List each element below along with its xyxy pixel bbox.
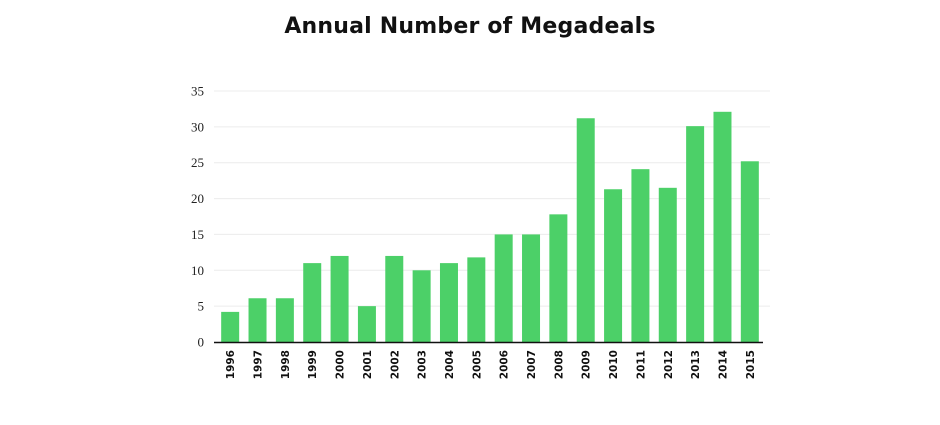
x-tick-label: 2001 xyxy=(362,350,374,379)
bar xyxy=(549,214,568,342)
y-tick-label: 35 xyxy=(191,84,204,99)
bar xyxy=(467,257,486,342)
bar xyxy=(275,298,294,342)
bar xyxy=(303,263,322,342)
bar xyxy=(686,126,705,342)
x-tick-label: 2003 xyxy=(417,350,429,379)
x-tick-label: 2011 xyxy=(635,350,647,379)
x-tick-label: 2004 xyxy=(444,350,456,379)
bar xyxy=(439,263,458,342)
bar xyxy=(221,311,240,342)
y-tick-label: 15 xyxy=(191,227,204,242)
x-tick-label: 2007 xyxy=(526,350,538,379)
x-tick-label: 2012 xyxy=(663,350,675,379)
y-tick-label: 25 xyxy=(191,155,204,170)
bar xyxy=(631,169,650,342)
x-tick-label: 2002 xyxy=(389,350,401,379)
y-tick-label: 10 xyxy=(191,263,204,278)
x-tick-label: 2010 xyxy=(608,350,620,379)
bar xyxy=(494,234,513,342)
x-tick-label: 2005 xyxy=(471,350,483,379)
y-tick-label: 20 xyxy=(191,191,204,206)
chart-title: Annual Number of Megadeals xyxy=(284,14,656,39)
bar xyxy=(713,111,732,342)
y-tick-label: 5 xyxy=(198,299,205,314)
bar xyxy=(522,234,541,342)
x-tick-label: 2015 xyxy=(745,350,757,379)
bar xyxy=(248,298,267,342)
bar xyxy=(658,187,677,342)
x-tick-label: 2000 xyxy=(335,350,347,379)
x-tick-label: 1997 xyxy=(253,350,265,379)
y-tick-label: 30 xyxy=(191,119,204,134)
y-tick-labels: 0 5 10 15 20 25 30 35 xyxy=(191,84,204,350)
bar xyxy=(740,161,759,342)
x-tick-label: 1998 xyxy=(280,350,292,379)
bar xyxy=(357,306,376,342)
bar xyxy=(576,118,595,342)
y-tick-label: 0 xyxy=(198,335,205,350)
bar xyxy=(330,255,349,342)
bars xyxy=(221,111,759,342)
x-tick-label: 2006 xyxy=(499,350,511,379)
x-tick-label: 1999 xyxy=(307,350,319,379)
x-tick-label: 1996 xyxy=(225,350,237,379)
bar xyxy=(412,270,431,342)
bar xyxy=(604,189,623,342)
x-tick-label: 2009 xyxy=(581,350,593,379)
x-tick-labels: 1996 1997 1998 1999 2000 2001 2002 2003 2004 2005… xyxy=(225,350,757,379)
bar xyxy=(385,255,404,342)
x-tick-label: 2008 xyxy=(553,350,565,379)
x-tick-label: 2014 xyxy=(717,350,729,379)
x-tick-label: 2013 xyxy=(690,350,702,379)
